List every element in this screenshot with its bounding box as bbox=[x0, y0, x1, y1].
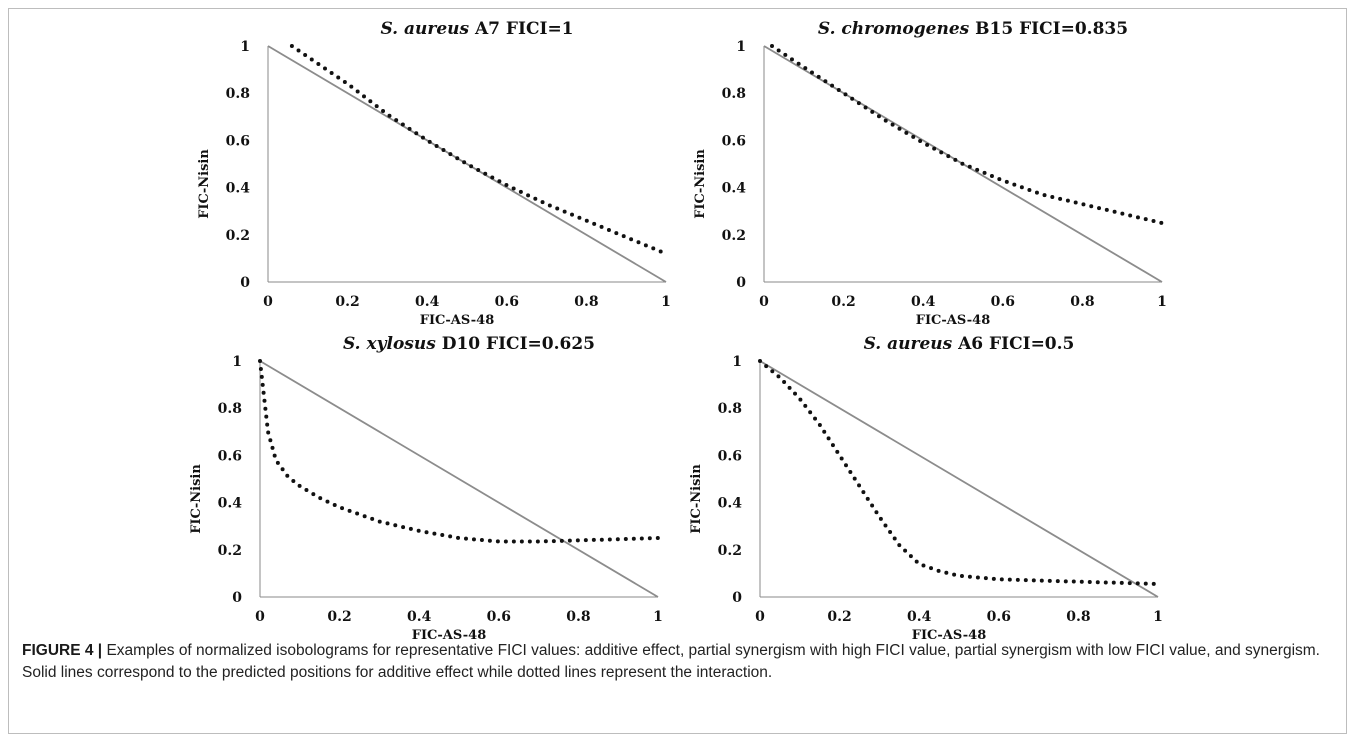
y-tick-label: 1 bbox=[736, 39, 746, 55]
y-tick-label: 1 bbox=[732, 354, 742, 370]
x-tick-label: 0.6 bbox=[495, 294, 519, 310]
interaction-dotted-line bbox=[258, 359, 660, 544]
interaction-dotted-line bbox=[770, 44, 1164, 225]
x-tick-label: 0.6 bbox=[487, 609, 511, 625]
x-tick-label: 1 bbox=[653, 609, 663, 625]
chart-title-species: S. aureus bbox=[864, 334, 953, 354]
chart-svg: S. chromogenes B15 FICI=0.835 0 0.2 0.4 0.6 0… bbox=[693, 19, 1167, 328]
y-tick-label: 0.6 bbox=[722, 133, 746, 149]
x-tick-label: 0.4 bbox=[907, 609, 932, 625]
x-tick-label: 0.2 bbox=[827, 609, 851, 625]
chart-title-species: S. xylosus bbox=[343, 334, 436, 354]
y-tick-label: 0.6 bbox=[718, 448, 742, 464]
x-tick-label: 0.8 bbox=[566, 609, 590, 625]
chart-svg: S. xylosus D10 FICI=0.625 0 0.2 0.4 0.6 0.8 1 0… bbox=[189, 334, 663, 643]
x-tick-label: 0.8 bbox=[1066, 609, 1090, 625]
y-tick-label: 0.8 bbox=[226, 86, 250, 102]
y-tick-label: 0.4 bbox=[226, 181, 251, 197]
y-tick-label: 0.6 bbox=[226, 133, 250, 149]
isobologram-panel-d10: S. xylosus D10 FICI=0.625 0 0.2 0.4 0.6 0.8 1 0… bbox=[182, 327, 672, 643]
x-axis-label: FIC-AS-48 bbox=[412, 628, 487, 643]
interaction-dotted-line bbox=[758, 359, 1160, 586]
x-tick-label: 0 bbox=[759, 294, 769, 310]
y-tick-label: 0.8 bbox=[718, 401, 742, 417]
x-tick-label: 0.4 bbox=[911, 294, 936, 310]
x-tick-label: 0.8 bbox=[1070, 294, 1094, 310]
x-tick-label: 0.6 bbox=[987, 609, 1011, 625]
chart-title-detail: B15 FICI=0.835 bbox=[969, 19, 1128, 39]
x-tick-label: 0.4 bbox=[415, 294, 440, 310]
x-tick-label: 1 bbox=[661, 294, 671, 310]
x-tick-label: 0 bbox=[263, 294, 273, 310]
x-axis-label: FIC-AS-48 bbox=[916, 313, 991, 328]
isobologram-panel-a7: S. aureus A7 FICI=1 0 0.2 0.4 0.6 0.8 1 0 0.2 0.4… bbox=[190, 12, 680, 328]
additive-solid-line bbox=[267, 45, 667, 283]
y-tick-label: 1 bbox=[240, 39, 250, 55]
x-tick-label: 0.2 bbox=[327, 609, 351, 625]
y-axis-label: FIC-Nisin bbox=[197, 149, 212, 219]
x-tick-label: 0.6 bbox=[991, 294, 1015, 310]
x-tick-label: 0.2 bbox=[335, 294, 359, 310]
x-axis-label: FIC-AS-48 bbox=[420, 313, 495, 328]
y-tick-label: 0.4 bbox=[718, 496, 743, 512]
chart-svg: S. aureus A7 FICI=1 0 0.2 0.4 0.6 0.8 1 0 0.2 0.4… bbox=[197, 19, 671, 328]
y-axis-label: FIC-Nisin bbox=[689, 464, 704, 534]
y-tick-label: 0.4 bbox=[722, 181, 747, 197]
y-tick-label: 0.2 bbox=[718, 543, 742, 559]
chart-title-species: S. aureus bbox=[380, 19, 469, 39]
y-tick-label: 0 bbox=[240, 275, 250, 291]
y-tick-label: 0 bbox=[232, 590, 242, 606]
chart-title: S. aureus A7 FICI=1 bbox=[380, 19, 573, 39]
interaction-dotted-line bbox=[289, 44, 668, 256]
y-tick-label: 0 bbox=[736, 275, 746, 291]
chart-title-detail: A6 FICI=0.5 bbox=[952, 334, 1074, 354]
y-tick-label: 1 bbox=[232, 354, 242, 370]
y-tick-label: 0.8 bbox=[722, 86, 746, 102]
chart-svg: S. aureus A6 FICI=0.5 0 0.2 0.4 0.6 0.8 1 0 0.2 0… bbox=[689, 334, 1163, 643]
x-tick-label: 0.8 bbox=[574, 294, 598, 310]
x-tick-label: 0 bbox=[255, 609, 265, 625]
y-axis-label: FIC-Nisin bbox=[189, 464, 204, 534]
x-tick-label: 0.2 bbox=[831, 294, 855, 310]
additive-solid-line bbox=[759, 360, 1159, 598]
x-tick-label: 0 bbox=[755, 609, 765, 625]
y-tick-label: 0.4 bbox=[218, 496, 243, 512]
y-tick-label: 0 bbox=[732, 590, 742, 606]
x-tick-label: 0.4 bbox=[407, 609, 432, 625]
figure-caption-text: Examples of normalized isobolograms for … bbox=[22, 642, 1320, 681]
x-tick-label: 1 bbox=[1153, 609, 1163, 625]
isobologram-panel-a6: S. aureus A6 FICI=0.5 0 0.2 0.4 0.6 0.8 1 0 0.2 0… bbox=[682, 327, 1172, 643]
isobologram-panel-b15: S. chromogenes B15 FICI=0.835 0 0.2 0.4 0.6 0… bbox=[686, 12, 1176, 328]
chart-title-detail: D10 FICI=0.625 bbox=[436, 334, 595, 354]
y-tick-label: 0.8 bbox=[218, 401, 242, 417]
y-tick-label: 0.2 bbox=[218, 543, 242, 559]
additive-solid-line bbox=[259, 360, 659, 598]
x-axis-label: FIC-AS-48 bbox=[912, 628, 987, 643]
chart-title: S. aureus A6 FICI=0.5 bbox=[864, 334, 1075, 354]
chart-title-species: S. chromogenes bbox=[818, 19, 970, 39]
y-axis-label: FIC-Nisin bbox=[693, 149, 708, 219]
y-tick-label: 0.6 bbox=[218, 448, 242, 464]
figure-caption-label: FIGURE 4 | bbox=[22, 642, 103, 659]
chart-title: S. chromogenes B15 FICI=0.835 bbox=[818, 19, 1128, 39]
chart-title-detail: A7 FICI=1 bbox=[469, 19, 573, 39]
x-tick-label: 1 bbox=[1157, 294, 1167, 310]
y-tick-label: 0.2 bbox=[226, 228, 250, 244]
figure-frame bbox=[8, 8, 1347, 734]
y-tick-label: 0.2 bbox=[722, 228, 746, 244]
chart-title: S. xylosus D10 FICI=0.625 bbox=[343, 334, 595, 354]
figure-caption: FIGURE 4 | Examples of normalized isobol… bbox=[22, 640, 1337, 684]
